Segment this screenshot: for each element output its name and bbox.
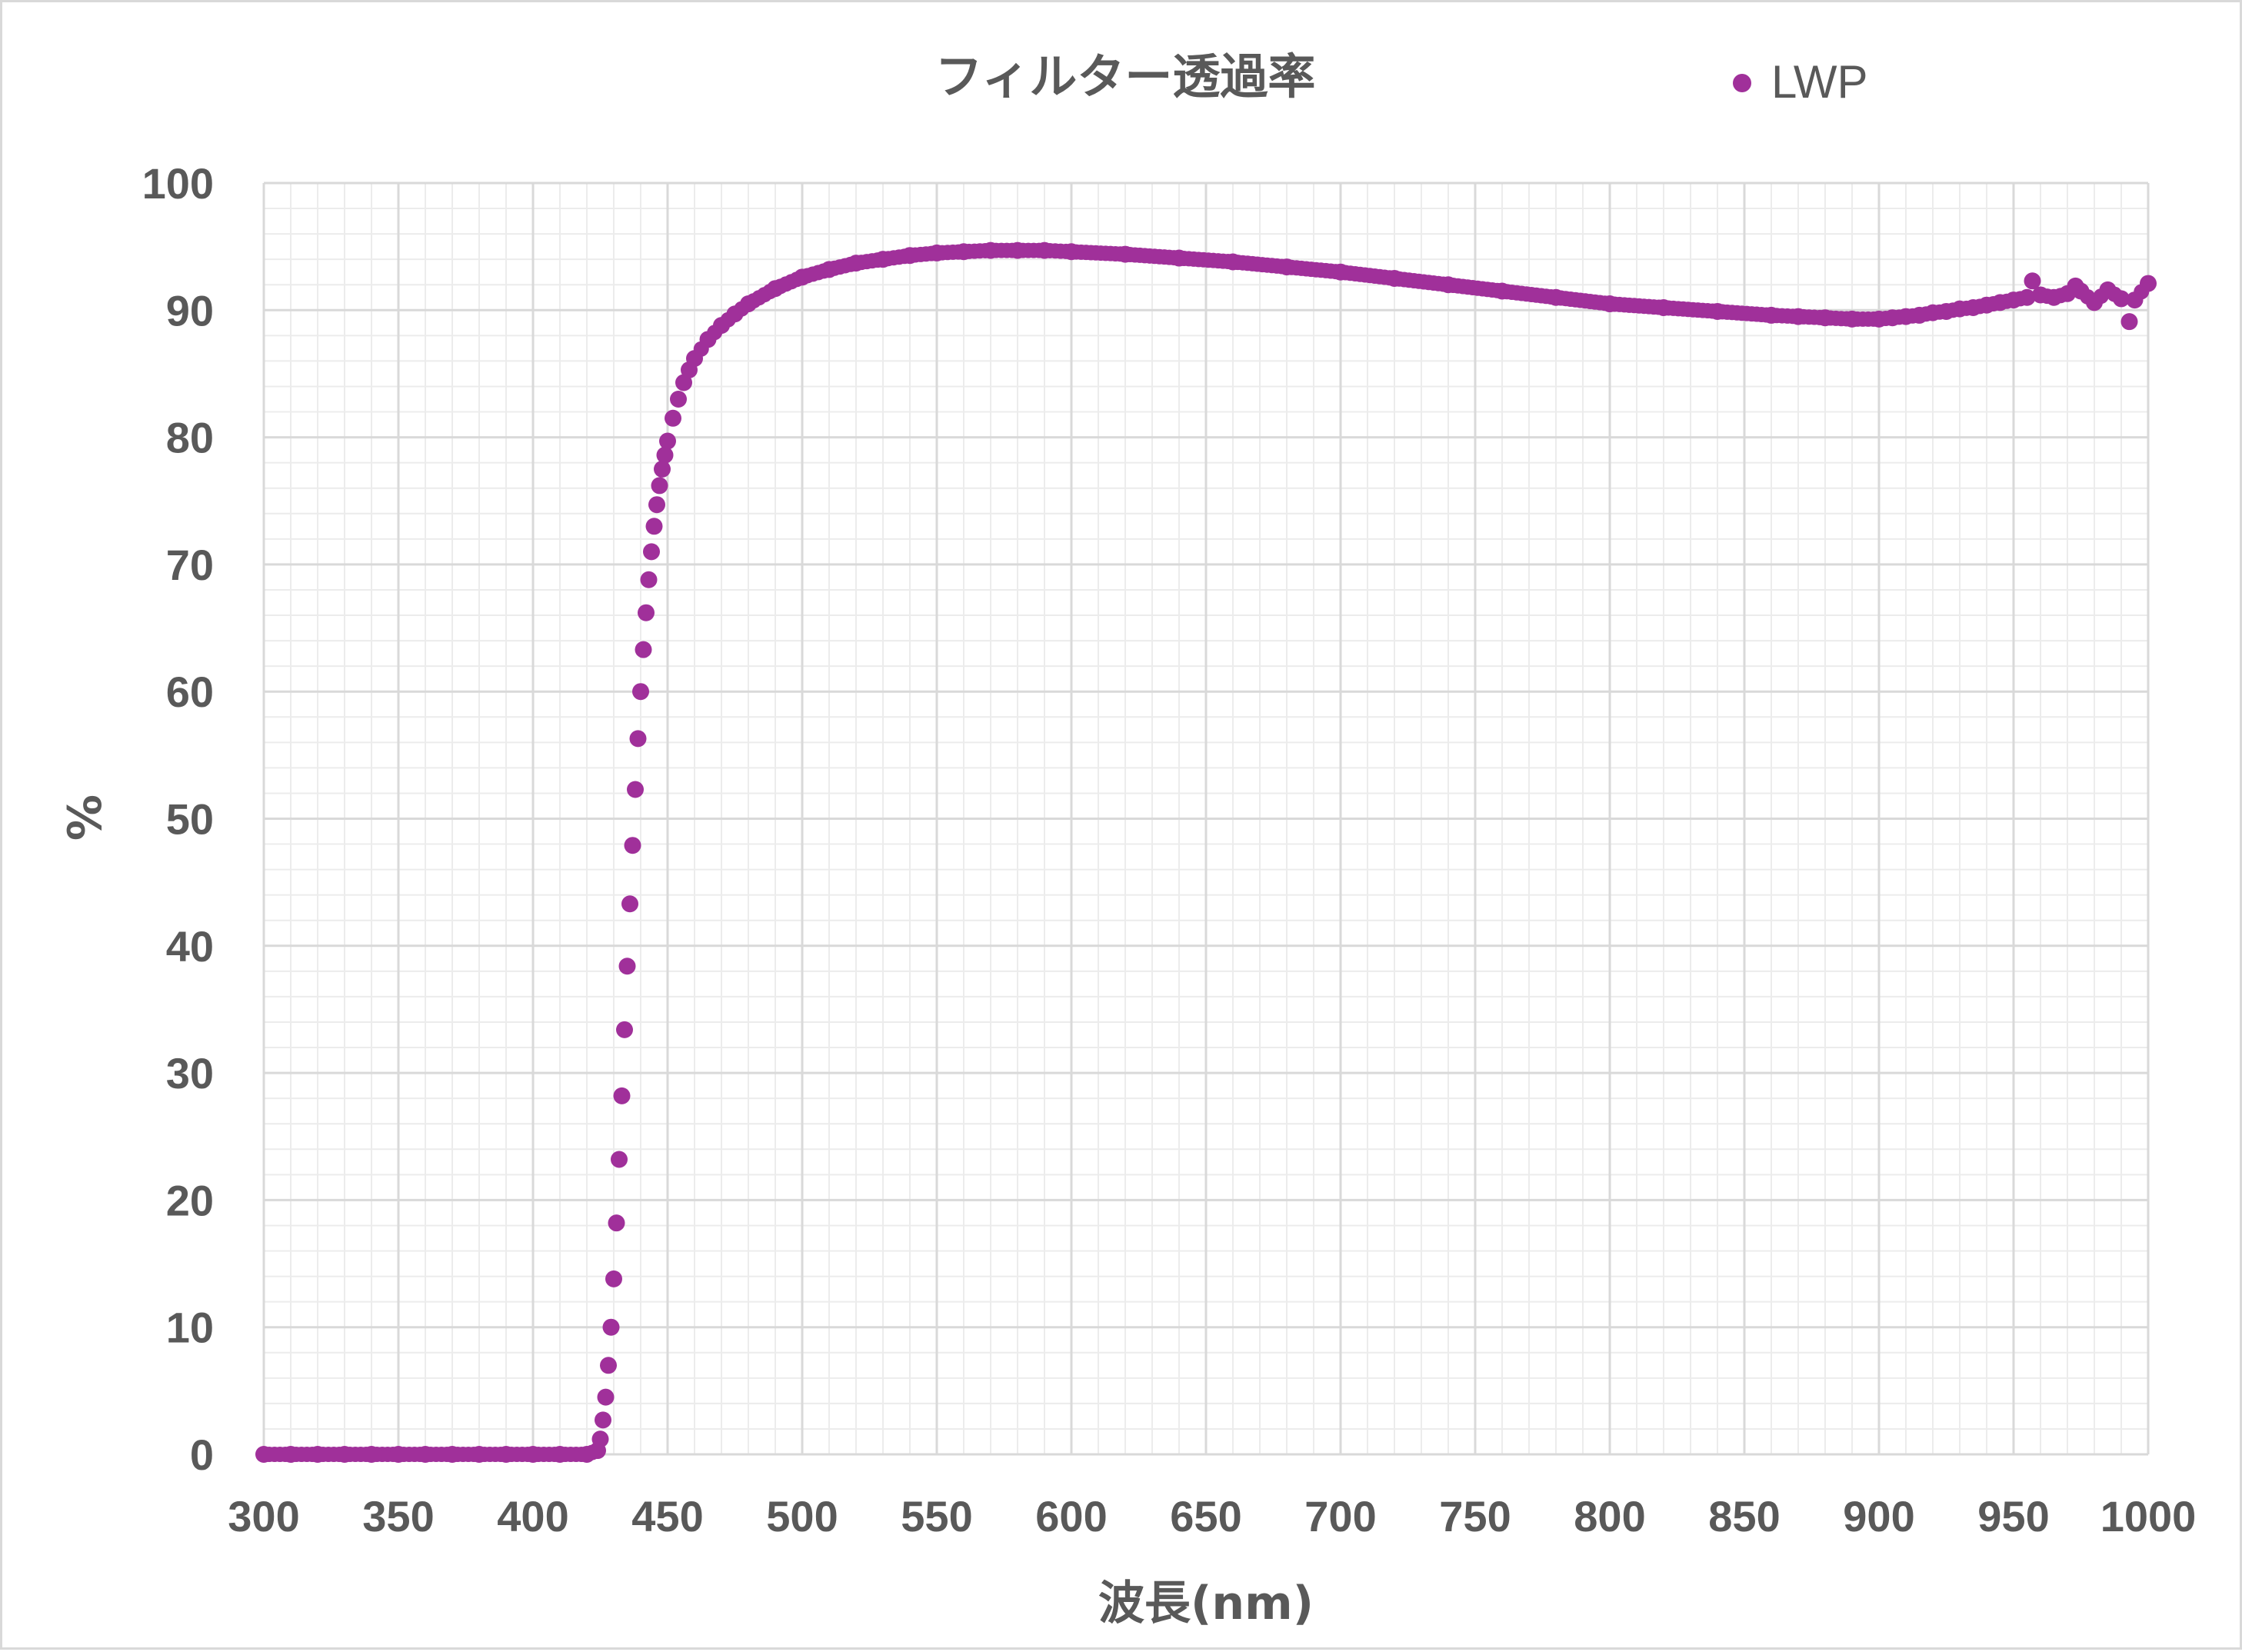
x-tick-label: 900	[1843, 1492, 1914, 1540]
data-point	[675, 374, 692, 391]
data-point	[635, 641, 652, 658]
x-tick-label: 850	[1708, 1492, 1780, 1540]
y-tick-label: 10	[166, 1304, 214, 1352]
grid	[262, 182, 2150, 1456]
data-point	[670, 391, 687, 408]
data-point	[632, 683, 649, 701]
x-tick-label: 450	[631, 1492, 703, 1540]
data-point	[608, 1214, 625, 1232]
data-point	[643, 543, 660, 561]
data-point	[597, 1388, 615, 1406]
legend-marker	[1733, 74, 1751, 92]
data-point	[665, 409, 681, 427]
data-point	[638, 604, 655, 621]
data-point	[621, 895, 638, 913]
y-tick-label: 70	[166, 541, 214, 589]
y-tick-label: 30	[166, 1049, 214, 1097]
y-tick-label: 60	[166, 668, 214, 716]
x-tick-label: 400	[497, 1492, 568, 1540]
x-tick-label: 950	[1977, 1492, 2049, 1540]
data-point	[2024, 272, 2041, 290]
x-tick-label: 550	[901, 1492, 972, 1540]
data-point	[629, 730, 647, 748]
y-tick-label: 100	[142, 159, 214, 208]
x-tick-label: 800	[1574, 1492, 1645, 1540]
data-point	[2113, 290, 2130, 308]
data-point	[618, 958, 636, 975]
x-tick-label: 650	[1170, 1492, 1241, 1540]
x-tick-label: 500	[766, 1492, 838, 1540]
axes: 300 350 400 450 500 550 600 650 700 750 800 850 900 9…	[142, 159, 2197, 1540]
chart-title: フィルター透過率	[935, 48, 1316, 105]
y-tick-label: 90	[166, 286, 214, 335]
data-point	[600, 1357, 617, 1374]
data-point	[613, 1087, 631, 1104]
data-point	[656, 446, 674, 464]
data-point	[627, 781, 644, 798]
data-point	[591, 1431, 609, 1448]
data-point	[611, 1151, 628, 1168]
x-axis-label: 波長(nm)	[1098, 1577, 1314, 1630]
y-tick-label: 0	[190, 1431, 214, 1479]
data-point	[651, 477, 668, 495]
data-points	[255, 241, 2157, 1463]
data-point	[595, 1411, 611, 1429]
legend-label-lwp: LWP	[1771, 56, 1868, 108]
data-point	[624, 837, 641, 854]
y-tick-label: 50	[166, 795, 214, 844]
y-tick-label: 80	[166, 414, 214, 462]
y-axis-label: %	[58, 794, 112, 841]
y-tick-label: 20	[166, 1176, 214, 1224]
x-tick-label: 600	[1035, 1492, 1107, 1540]
data-point	[616, 1021, 633, 1038]
data-point	[654, 460, 671, 478]
data-point	[2120, 313, 2138, 331]
legend: LWP	[1733, 56, 1868, 108]
data-point	[605, 1270, 622, 1287]
x-tick-label: 300	[228, 1492, 299, 1540]
x-tick-label: 750	[1439, 1492, 1511, 1540]
x-tick-label: 1000	[2100, 1492, 2197, 1540]
data-point	[648, 496, 665, 514]
data-point	[602, 1318, 620, 1336]
data-point	[2140, 275, 2157, 292]
y-tick-label: 40	[166, 922, 214, 971]
data-point	[659, 432, 676, 450]
data-point	[640, 571, 658, 588]
data-point	[645, 518, 663, 535]
x-tick-label: 350	[362, 1492, 434, 1540]
x-tick-label: 700	[1304, 1492, 1376, 1540]
data-point	[2018, 288, 2036, 306]
